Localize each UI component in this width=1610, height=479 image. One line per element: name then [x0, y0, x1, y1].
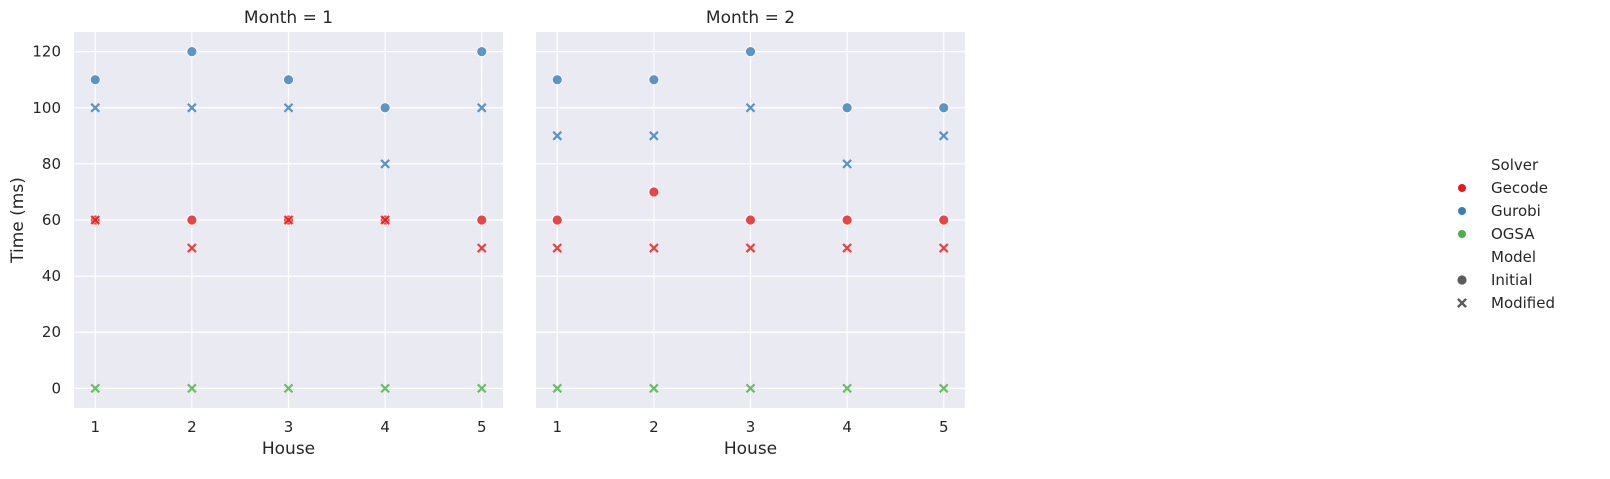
- point-gecode-modified: [744, 242, 757, 254]
- point-gurobi-initial: [283, 74, 294, 86]
- point-gurobi-modified: [551, 130, 563, 142]
- panel-1-points: [89, 46, 488, 394]
- x-tick-label: 1: [90, 418, 100, 436]
- point-gurobi-modified: [89, 102, 101, 114]
- point-gurobi-modified: [648, 130, 660, 142]
- point-gurobi-initial: [745, 46, 756, 58]
- x-tick-label: 5: [477, 418, 487, 436]
- point-ogsa-modified: [744, 382, 757, 394]
- point-gecode-initial: [186, 214, 198, 226]
- legend-marker-ogsa: [1458, 230, 1466, 238]
- point-ogsa-modified: [282, 382, 295, 394]
- legend-title-solver: Solver: [1491, 156, 1539, 174]
- point-gurobi-modified: [938, 130, 950, 142]
- point-gurobi-initial: [648, 74, 660, 86]
- point-gecode-initial: [938, 214, 950, 226]
- point-gurobi-modified: [186, 102, 198, 114]
- x-axis-label: House: [724, 439, 777, 459]
- panel-2-points: [551, 46, 950, 394]
- point-gurobi-modified: [379, 158, 391, 170]
- x-tick-label: 2: [187, 418, 197, 436]
- point-gurobi-initial: [89, 74, 101, 86]
- legend-marker-modified: [1456, 297, 1468, 309]
- point-gurobi-initial: [938, 102, 950, 114]
- x-tick-label: 1: [552, 418, 562, 436]
- y-tick-label: 20: [42, 323, 61, 341]
- point-gurobi-modified: [841, 158, 853, 170]
- point-gurobi-initial: [476, 46, 488, 58]
- x-tick-label: 3: [284, 418, 294, 436]
- point-gecode-initial: [745, 214, 756, 226]
- point-gurobi-modified: [476, 102, 488, 114]
- point-gurobi-modified: [282, 102, 295, 114]
- x-axis-label: House: [262, 439, 315, 459]
- point-ogsa-modified: [841, 382, 853, 394]
- y-tick-label: 80: [42, 155, 61, 173]
- x-tick-label: 4: [842, 418, 852, 436]
- legend-title-model: Model: [1491, 248, 1536, 266]
- legend-label-gecode: Gecode: [1491, 179, 1548, 197]
- point-gurobi-initial: [379, 102, 391, 114]
- point-gecode-modified: [186, 242, 198, 254]
- point-gecode-modified: [379, 214, 391, 226]
- x-tick-label: 3: [746, 418, 756, 436]
- y-axis-label: Time (ms): [8, 177, 28, 264]
- legend-label-modified: Modified: [1491, 294, 1555, 312]
- point-ogsa-modified: [648, 382, 660, 394]
- legend-marker-gurobi: [1458, 207, 1466, 215]
- y-tick-label: 0: [51, 379, 61, 397]
- panel-2-title: Month = 2: [706, 8, 795, 28]
- legend-label-initial: Initial: [1491, 271, 1533, 289]
- y-tick-label: 100: [32, 99, 61, 117]
- y-tick-label: 120: [32, 43, 61, 61]
- point-gecode-modified: [648, 242, 660, 254]
- point-ogsa-modified: [89, 382, 101, 394]
- point-gecode-initial: [551, 214, 563, 226]
- point-ogsa-modified: [938, 382, 950, 394]
- legend-label-ogsa: OGSA: [1491, 225, 1535, 243]
- point-ogsa-modified: [551, 382, 563, 394]
- panel-1-title: Month = 1: [244, 8, 333, 28]
- point-gurobi-initial: [186, 46, 198, 58]
- y-tick-label: 60: [42, 211, 61, 229]
- point-gecode-modified: [476, 242, 488, 254]
- point-gecode-modified: [282, 214, 295, 226]
- x-tick-label: 4: [380, 418, 390, 436]
- point-gecode-modified: [938, 242, 950, 254]
- point-gurobi-initial: [841, 102, 853, 114]
- point-gecode-modified: [841, 242, 853, 254]
- point-gecode-initial: [841, 214, 853, 226]
- point-ogsa-modified: [476, 382, 488, 394]
- point-gecode-initial: [476, 214, 488, 226]
- point-gecode-initial: [648, 186, 660, 198]
- x-tick-label: 5: [939, 418, 949, 436]
- x-tick-label: 2: [649, 418, 659, 436]
- legend-label-gurobi: Gurobi: [1491, 202, 1541, 220]
- point-gurobi-modified: [744, 102, 757, 114]
- point-gecode-modified: [89, 214, 101, 226]
- point-gurobi-initial: [551, 74, 563, 86]
- point-ogsa-modified: [186, 382, 198, 394]
- legend-marker-gecode: [1458, 184, 1466, 192]
- y-tick-label: 40: [42, 267, 61, 285]
- point-gecode-modified: [551, 242, 563, 254]
- legend-marker-initial: [1456, 274, 1468, 286]
- point-ogsa-modified: [379, 382, 391, 394]
